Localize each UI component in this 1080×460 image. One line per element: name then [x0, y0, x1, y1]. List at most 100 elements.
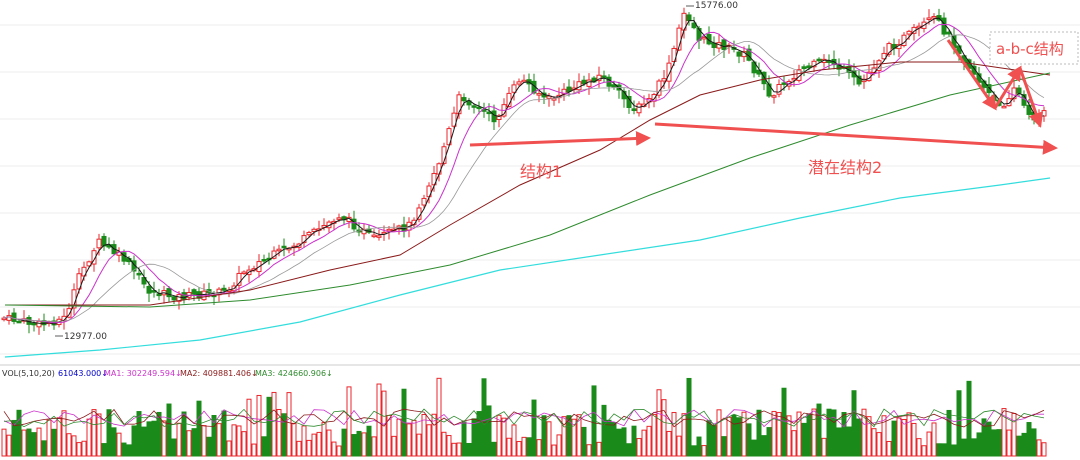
- candle-body: [461, 97, 467, 102]
- volume-bar: [251, 443, 257, 457]
- volume-bar: [951, 444, 957, 457]
- volume-bar: [1036, 439, 1042, 457]
- volume-bar: [996, 429, 1002, 457]
- volume-bar: [106, 409, 112, 457]
- volume-bar: [896, 417, 902, 457]
- volume-bar: [761, 435, 767, 457]
- candle-body: [886, 43, 892, 55]
- volume-bar: [211, 415, 217, 457]
- candle-body: [701, 36, 707, 40]
- volume-bar: [736, 417, 742, 457]
- volume-bar: [911, 422, 917, 457]
- candle-body: [336, 217, 342, 220]
- volume-bar: [181, 411, 187, 457]
- vol-ma2-line: [3, 408, 1045, 428]
- volume-bar: [801, 422, 807, 457]
- volume-bar: [161, 420, 167, 457]
- volume-bar: [626, 443, 632, 457]
- volume-bar: [196, 400, 202, 457]
- candle-body: [11, 312, 17, 322]
- volume-bar: [271, 391, 277, 457]
- volume-bar: [1021, 432, 1027, 457]
- vol-ma3-line: [3, 408, 1045, 428]
- volume-bar: [636, 438, 642, 457]
- structure1-label: 结构1: [520, 162, 562, 181]
- volume-bar: [721, 436, 727, 457]
- volume-bar: [831, 409, 837, 457]
- candle-body: [191, 289, 197, 295]
- volume-bar: [216, 423, 222, 457]
- candle-body: [371, 234, 377, 238]
- candle-body: [96, 238, 102, 249]
- candle-body: [721, 39, 727, 51]
- volume-bar: [411, 419, 417, 457]
- volume-bar: [371, 436, 377, 457]
- volume-moving-averages: [3, 408, 1045, 428]
- volume-bar: [466, 442, 472, 457]
- candle-body: [1006, 98, 1012, 107]
- volume-bar: [131, 425, 137, 457]
- volume-bar: [646, 425, 652, 457]
- volume-bar: [641, 429, 647, 457]
- volume-bar: [111, 427, 117, 457]
- candle-body: [451, 112, 457, 127]
- candle-body: [386, 228, 392, 232]
- candle-body: [6, 315, 12, 321]
- candle-body: [736, 51, 742, 57]
- volume-bar: [776, 412, 782, 457]
- candle-body: [596, 74, 602, 82]
- volume-bar: [841, 412, 847, 457]
- volume-bar: [431, 413, 437, 457]
- volume-bar: [396, 418, 402, 457]
- volume-bar: [806, 413, 812, 457]
- candle-body: [776, 84, 782, 95]
- candle-body: [36, 320, 42, 328]
- volume-bar: [936, 443, 942, 457]
- volume-bar: [26, 428, 32, 457]
- volume-bar: [291, 422, 297, 457]
- ma-long-line: [5, 61, 1051, 306]
- volume-bar: [21, 429, 27, 457]
- candle-body: [241, 271, 247, 275]
- volume-bar: [301, 425, 307, 457]
- candle-body: [801, 66, 807, 70]
- moving-averages: [3, 17, 1051, 358]
- volume-bar: [511, 424, 517, 457]
- volume-bar: [876, 432, 882, 457]
- volume-bar: [981, 418, 987, 457]
- candle-body: [1011, 87, 1017, 100]
- volume-bar: [916, 438, 922, 457]
- abc-arrow-a: [946, 39, 997, 111]
- volume-bar: [346, 386, 352, 457]
- candle-body: [281, 245, 287, 249]
- volume-bar: [546, 421, 552, 457]
- volume-bar: [421, 414, 427, 457]
- volume-bar: [436, 377, 442, 457]
- structure1-arrow: [469, 130, 651, 147]
- volume-bar: [276, 408, 282, 457]
- candle-body: [566, 86, 572, 93]
- volume-bar: [1006, 429, 1012, 457]
- vol-label: VOL(5,10,20): [2, 369, 55, 378]
- candle-body: [601, 75, 607, 78]
- candle-body: [181, 292, 187, 300]
- volume-bar: [771, 410, 777, 457]
- candle-body: [136, 272, 142, 276]
- low-label: 12977.00: [64, 332, 107, 342]
- volume-bar: [296, 440, 302, 457]
- volume-bar: [486, 405, 492, 457]
- ma3-label: MA3: 424660.906↓: [255, 369, 333, 378]
- volume-bar: [221, 410, 227, 457]
- candle-body: [306, 231, 312, 236]
- volume-bar: [601, 404, 607, 457]
- volume-bar: [611, 421, 617, 457]
- abc-arrow-c: [1018, 67, 1044, 128]
- volume-bar: [286, 392, 292, 457]
- volume-bar: [351, 434, 357, 457]
- volume-bar: [176, 422, 182, 457]
- structure2-label: 潜在结构2: [808, 158, 882, 177]
- candle-body: [276, 248, 282, 252]
- volume-bar: [741, 411, 747, 457]
- volume-bar: [631, 425, 637, 457]
